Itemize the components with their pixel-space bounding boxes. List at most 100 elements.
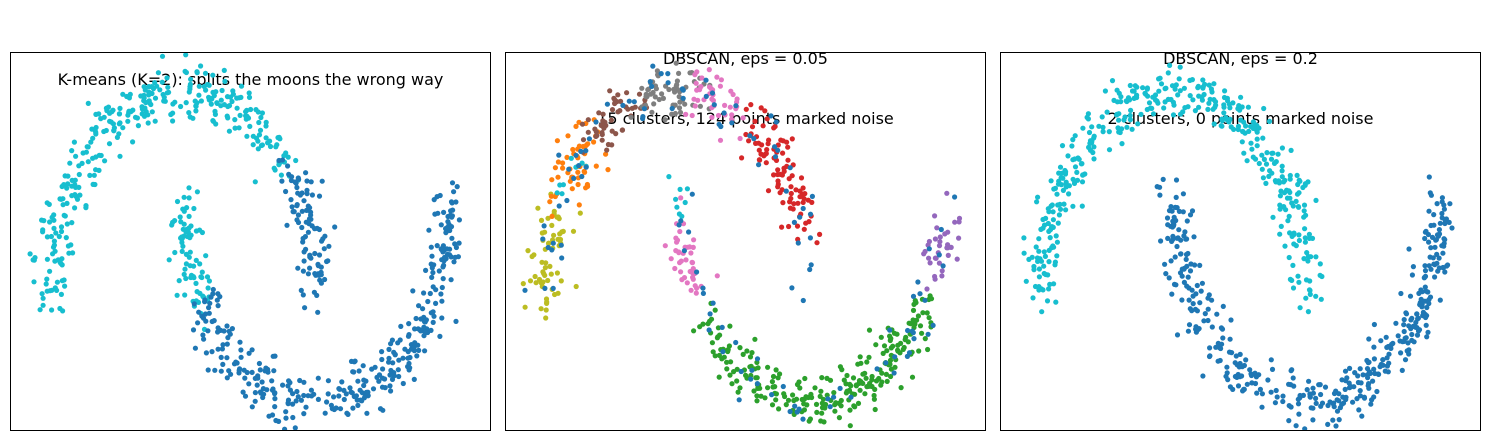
data-point (1380, 357, 1386, 363)
data-point (1263, 161, 1270, 167)
data-point (1146, 100, 1153, 106)
data-point (48, 233, 55, 240)
data-point (690, 274, 696, 280)
data-point (272, 396, 278, 402)
data-point (552, 165, 558, 171)
data-point (1366, 381, 1372, 387)
data-point (725, 348, 731, 355)
data-point (203, 318, 209, 324)
data-point (143, 99, 149, 106)
data-point (152, 118, 158, 124)
data-point (1424, 334, 1430, 340)
data-point (1415, 315, 1421, 321)
data-point (577, 210, 583, 216)
data-point (295, 219, 302, 226)
data-point (1168, 204, 1174, 210)
data-point (307, 205, 313, 211)
data-point (932, 276, 938, 282)
data-point (857, 354, 863, 360)
data-point (200, 293, 206, 299)
data-point (781, 168, 787, 174)
data-point (1286, 213, 1292, 219)
data-point (629, 105, 635, 111)
data-point (727, 323, 733, 329)
data-point (316, 193, 323, 199)
data-point (315, 396, 321, 402)
data-point (807, 416, 813, 422)
data-point (1307, 287, 1313, 294)
data-point (249, 369, 255, 375)
data-point (1259, 404, 1265, 410)
data-point (665, 71, 671, 77)
data-point (726, 343, 732, 349)
data-point (238, 347, 244, 353)
data-point (707, 311, 713, 317)
data-point (1046, 228, 1052, 234)
data-point (659, 91, 665, 97)
data-point (900, 346, 906, 352)
data-point (1449, 225, 1455, 231)
data-point (720, 349, 726, 355)
data-point (522, 304, 528, 310)
data-point (1288, 147, 1294, 153)
data-point (428, 327, 434, 333)
data-point (1360, 372, 1366, 378)
data-point (1182, 105, 1188, 111)
series-olive (520, 191, 583, 321)
data-point (1033, 244, 1039, 250)
data-point (624, 90, 630, 96)
data-point (1239, 364, 1245, 370)
data-point (1297, 305, 1303, 311)
data-point (1171, 281, 1178, 287)
data-point (1163, 271, 1169, 277)
data-point (681, 248, 687, 254)
data-point (790, 392, 796, 398)
data-point (1342, 368, 1349, 374)
data-point (676, 70, 682, 76)
data-point (1249, 146, 1255, 152)
data-point (64, 185, 70, 191)
data-point (247, 123, 253, 129)
data-point (1288, 404, 1294, 410)
data-point (206, 305, 212, 311)
data-point (65, 243, 71, 249)
data-point (919, 330, 925, 336)
data-point (142, 105, 148, 111)
data-point (744, 348, 750, 354)
data-point (703, 93, 709, 99)
data-point (898, 385, 904, 391)
data-point (188, 232, 194, 238)
data-point (182, 292, 188, 298)
data-point (650, 63, 656, 69)
data-point (1313, 400, 1319, 406)
data-point (1038, 258, 1045, 264)
data-point (823, 401, 829, 408)
data-point (797, 188, 803, 194)
data-point (326, 243, 332, 249)
data-point (98, 116, 104, 122)
data-point (660, 95, 666, 101)
data-point (1333, 388, 1339, 394)
data-point (448, 277, 454, 283)
data-point (1301, 256, 1307, 262)
data-point (182, 266, 188, 272)
data-point (1256, 372, 1262, 378)
data-point (449, 214, 455, 220)
data-point (809, 199, 815, 205)
data-point (39, 291, 45, 297)
data-point (1260, 135, 1266, 141)
data-point (1126, 97, 1133, 103)
data-point (438, 222, 444, 228)
data-point (280, 382, 286, 388)
data-point (1296, 279, 1302, 285)
data-point (246, 381, 252, 387)
series-brown (579, 88, 650, 155)
data-point (769, 379, 775, 385)
data-point (648, 91, 654, 97)
data-point (250, 142, 256, 148)
data-point (1371, 321, 1377, 328)
data-point (749, 350, 755, 356)
data-point (727, 104, 733, 110)
data-point (44, 256, 51, 262)
data-point (1371, 394, 1377, 400)
